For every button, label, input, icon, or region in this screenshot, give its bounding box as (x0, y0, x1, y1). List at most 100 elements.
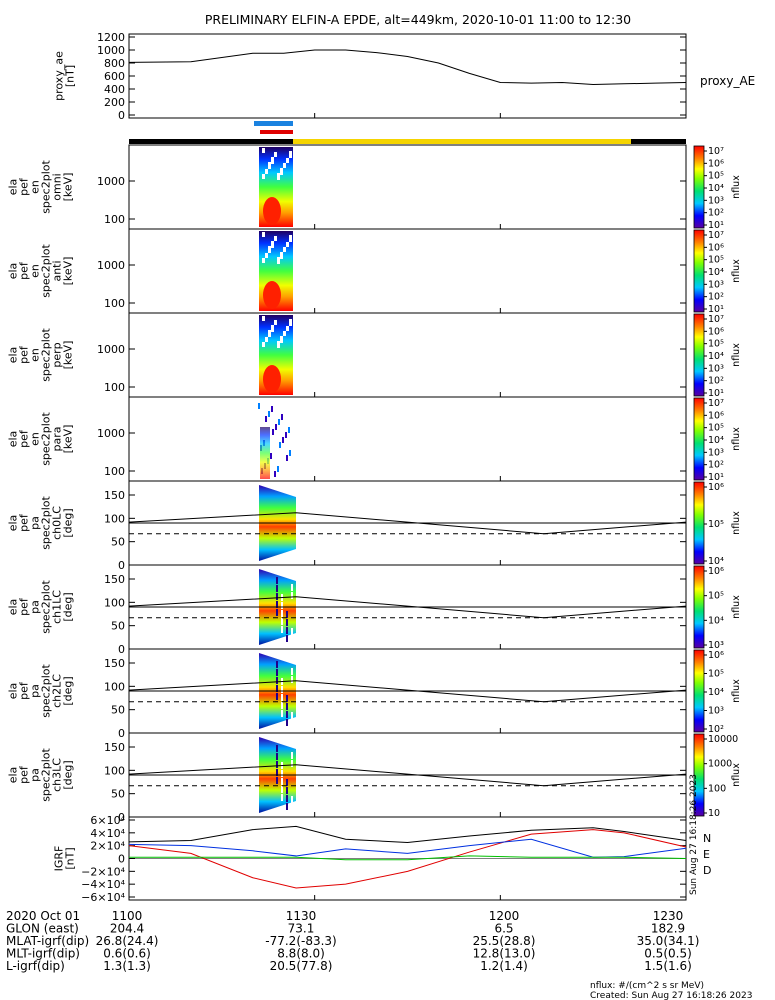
y-tick-label: 1200 (97, 31, 125, 44)
y-axis-label-line: pef (18, 345, 31, 364)
colorbar-tick-label: 10000 (708, 734, 738, 745)
spectrogram-gap (271, 325, 274, 330)
colorbar-label: nflux (731, 763, 742, 787)
y-axis-label-line: pef (18, 177, 31, 196)
spectrogram-gap (286, 611, 288, 618)
spectrogram-gap (291, 752, 293, 759)
y-axis-label-line: spec2plot (40, 580, 53, 634)
y-tick-label: 100 (104, 465, 125, 478)
colorbar-tick-label: 10⁴ (708, 351, 724, 362)
spectrogram-peak (263, 365, 281, 393)
spectrogram-pa_ch3 (128, 737, 687, 813)
colorbar-tick-label: 10⁵ (708, 255, 724, 266)
chart-title: PRELIMINARY ELFIN-A EPDE, alt=449km, 202… (205, 12, 631, 27)
spectrogram-en_omni (259, 147, 293, 227)
y-axis-label-line: [deg] (62, 676, 75, 705)
colorbar-tick-label: 10¹ (708, 220, 724, 231)
spectrogram-pa_ch0 (128, 485, 687, 561)
colorbar-tick-label: 10⁷ (708, 314, 724, 325)
row-value: 20.5(77.8) (270, 959, 333, 973)
y-axis-label-line: [keV] (62, 257, 75, 286)
y-tick-label: −2×10⁴ (81, 865, 125, 878)
colorbar-tick-label: 10⁷ (708, 230, 724, 241)
colorbar-tick-label: 10⁷ (708, 146, 724, 157)
row-value: 1130 (286, 909, 317, 923)
colorbar-tick-label: 10³ (708, 279, 724, 290)
row-value: 26.8(24.4) (96, 934, 159, 948)
spectrogram-gap (276, 769, 278, 776)
y-tick-label: 100 (104, 764, 125, 777)
y-tick-label: −4×10⁴ (81, 878, 125, 891)
status-bar-blue (254, 121, 293, 126)
row-value: -77.2(-83.3) (265, 934, 336, 948)
y-axis-label-line: ch3LC (51, 758, 64, 792)
spectrogram-gap (276, 685, 278, 692)
row-label: MLT-igrf(dip) (6, 947, 80, 961)
spectrogram-gap (286, 795, 288, 802)
footer-units: nflux: #/(cm^2 s sr MeV) (590, 981, 704, 991)
row-value: 6.5 (494, 922, 513, 936)
en-omni-panel (128, 144, 687, 230)
row-value: 1200 (489, 909, 520, 923)
spectrogram-gap (281, 778, 283, 785)
spectrogram-gap (262, 258, 265, 263)
y-tick-label: 150 (104, 657, 125, 670)
y-tick-label: 1000 (97, 427, 125, 440)
y-tick-label: 50 (111, 788, 125, 801)
colorbar-tick-label: 10⁴ (708, 615, 724, 626)
y-axis-label-line: en (29, 432, 42, 446)
row-value: 204.4 (110, 922, 144, 936)
spectrogram-gap (262, 232, 265, 237)
spectrogram-gap (291, 720, 293, 727)
colorbar-tick-label: 10³ (708, 447, 724, 458)
row-value: 0.6(0.6) (103, 947, 151, 961)
row-value: 1230 (653, 909, 684, 923)
colorbar-tick-label: 10⁴ (708, 183, 724, 194)
spectrogram-gap (286, 787, 288, 794)
y-tick-label: 0 (118, 643, 125, 656)
spectrogram-gap (276, 677, 278, 684)
spectrogram-pixel (286, 455, 288, 461)
spectrogram-gap (281, 694, 283, 701)
spectrogram-en_anti (259, 231, 293, 311)
y-tick-label: 50 (111, 704, 125, 717)
y-tick-label: 150 (104, 741, 125, 754)
spectrogram-pixel (265, 416, 267, 422)
spectrogram-gap (291, 668, 293, 675)
y-tick-label: 100 (104, 596, 125, 609)
y-tick-label: 100 (104, 213, 125, 226)
y-axis-label-line: spec2plot (40, 748, 53, 802)
y-axis-label-line: pef (18, 765, 31, 784)
spectrogram-gap (281, 602, 283, 609)
y-axis-label-line: ela (7, 179, 20, 196)
y-axis-label-line: pef (18, 681, 31, 700)
colorbar-tick-label: 10³ (708, 640, 724, 651)
spectrogram-gap (281, 786, 283, 793)
colorbar-tick-label: 10² (708, 208, 724, 219)
igrf-n-line (128, 829, 687, 889)
y-axis-label-line: ela (7, 515, 20, 532)
y-tick-label: 150 (104, 573, 125, 586)
spectrogram-gap (291, 760, 293, 767)
spectrogram-gap (291, 796, 293, 803)
row-value: 25.5(28.8) (473, 934, 536, 948)
y-axis-label-line: pef (18, 261, 31, 280)
spectrogram-gap (286, 627, 288, 634)
y-tick-label: 0 (118, 811, 125, 824)
y-tick-label: 100 (104, 381, 125, 394)
y-axis-label-line: [nT] (64, 65, 77, 87)
proxy-ae-panel (128, 33, 687, 119)
spectrogram-pixel (289, 450, 291, 456)
colorbar-tick-label: 10³ (708, 706, 724, 717)
en-perp-panel (128, 312, 687, 398)
y-axis-label-line: ela (7, 683, 20, 700)
y-tick-label: 4×10⁴ (90, 827, 125, 840)
colorbar-tick-label: 10¹ (708, 304, 724, 315)
spectrogram-gap (262, 316, 265, 321)
